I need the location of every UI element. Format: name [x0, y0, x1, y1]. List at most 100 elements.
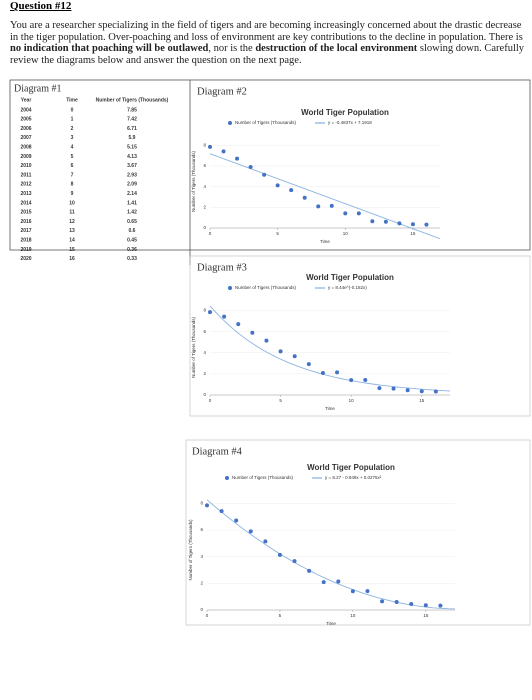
- table-cell: 4: [71, 145, 74, 151]
- intro-text: You are a researcher specializing in the…: [10, 20, 523, 43]
- x-tick-label: 0: [209, 398, 212, 403]
- x-tick-label: 5: [276, 231, 279, 236]
- table-cell: 3: [71, 135, 74, 141]
- table-header: Number of Tigers (Thousands): [96, 97, 169, 103]
- data-point: [277, 552, 282, 557]
- table-cell: 5.15: [127, 145, 137, 151]
- y-axis-label: Number of Tigers (Thousands): [191, 150, 196, 212]
- table-cell: 1: [71, 117, 74, 123]
- data-point: [292, 354, 297, 359]
- table-cell: 2.09: [127, 182, 137, 188]
- table-cell: 2007: [20, 135, 31, 141]
- legend-marker: [225, 476, 229, 480]
- table-cell: 2012: [20, 182, 31, 188]
- chart-title: World Tiger Population: [306, 273, 394, 282]
- y-tick-label: 8: [200, 501, 203, 506]
- data-point: [419, 389, 424, 394]
- table-cell: 0.33: [127, 256, 137, 262]
- table-cell: 2013: [20, 191, 31, 197]
- x-tick-label: 10: [349, 398, 355, 403]
- table-cell: 12: [69, 219, 75, 225]
- table-cell: 6.71: [127, 126, 137, 132]
- data-point: [208, 310, 212, 315]
- y-tick-label: 8: [203, 143, 206, 148]
- data-point: [397, 221, 402, 226]
- data-point: [292, 559, 297, 564]
- table-cell: 2018: [20, 238, 31, 244]
- data-point: [370, 219, 375, 224]
- trendline: [206, 499, 456, 610]
- table-cell: 0.65: [127, 219, 137, 225]
- data-point: [289, 188, 294, 193]
- table-cell: 14: [69, 238, 75, 244]
- data-point: [321, 580, 326, 585]
- data-point: [336, 579, 341, 584]
- table-cell: 2006: [20, 126, 31, 132]
- table-cell: 2015: [20, 210, 31, 216]
- data-point: [349, 378, 354, 383]
- data-point: [405, 388, 410, 393]
- data-point: [329, 203, 334, 208]
- diagram-frame: [9, 79, 531, 251]
- table-cell: 2004: [20, 107, 31, 113]
- diagram-label: Diagram #4: [192, 446, 243, 457]
- table-cell: 13: [69, 228, 75, 234]
- legend-marker: [228, 286, 232, 290]
- table-cell: 7.85: [127, 107, 137, 113]
- data-point: [394, 600, 399, 604]
- x-tick-label: 0: [206, 613, 209, 618]
- table-cell: 0.6: [129, 228, 136, 234]
- table-cell: 5.9: [129, 135, 136, 141]
- x-tick-label: 0: [209, 231, 212, 236]
- data-point: [433, 389, 438, 394]
- x-tick-label: 5: [279, 613, 282, 618]
- trendline: [209, 305, 451, 392]
- y-tick-label: 2: [200, 581, 203, 586]
- table-cell: 10: [69, 200, 75, 206]
- diagram-frame: [189, 255, 531, 417]
- diagram-label: Diagram #2: [197, 86, 247, 97]
- data-point: [438, 603, 443, 608]
- data-point: [205, 503, 209, 508]
- data-point: [250, 330, 255, 335]
- data-point: [335, 370, 340, 375]
- table-cell: 2009: [20, 154, 31, 160]
- x-axis-label: Time: [326, 621, 336, 626]
- data-point: [208, 144, 212, 149]
- data-point: [409, 602, 414, 606]
- y-tick-label: 4: [200, 554, 203, 559]
- intro-text: no indication that poaching will be outl…: [10, 43, 209, 54]
- data-point: [235, 156, 240, 161]
- table-cell: 11: [69, 210, 75, 216]
- data-point: [278, 349, 283, 354]
- data-point: [306, 362, 311, 367]
- y-tick-label: 4: [203, 350, 206, 355]
- table-cell: 1.41: [127, 200, 137, 206]
- x-tick-label: 5: [279, 398, 282, 403]
- data-point: [219, 509, 224, 514]
- y-axis-label: Number of Tigers (Thousands): [188, 519, 193, 581]
- diagram-label: Diagram #3: [197, 262, 247, 273]
- trendline-label: y = 8.44e^(-0.182x): [328, 285, 367, 290]
- data-point: [410, 222, 415, 227]
- data-point: [350, 589, 355, 594]
- data-point: [320, 370, 325, 375]
- data-point: [383, 219, 388, 224]
- y-tick-label: 0: [203, 225, 206, 230]
- data-point: [377, 386, 382, 391]
- y-tick-label: 6: [203, 163, 206, 168]
- x-axis-label: Time: [325, 406, 335, 411]
- y-tick-label: 2: [203, 205, 206, 210]
- table-cell: 0.45: [127, 238, 137, 244]
- table-cell: 0.36: [127, 247, 137, 253]
- intro-text: , nor is the: [208, 43, 256, 54]
- data-point: [343, 211, 348, 216]
- data-point: [356, 211, 361, 216]
- data-point: [263, 539, 268, 544]
- table-cell: 7.42: [127, 117, 137, 123]
- table-cell: 2.14: [127, 191, 137, 197]
- x-tick-label: 15: [423, 613, 429, 618]
- table-cell: 9: [71, 191, 74, 197]
